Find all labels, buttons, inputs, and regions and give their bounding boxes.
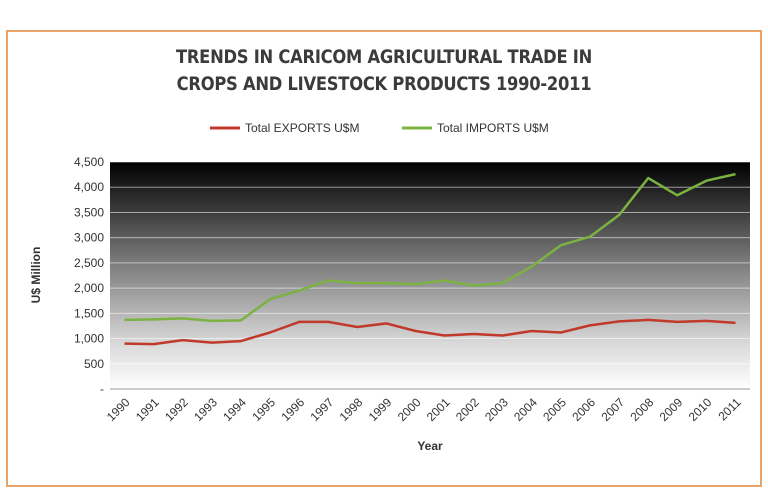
y-tick-label: 1,500 xyxy=(74,306,104,320)
y-tick-label: 2,000 xyxy=(74,281,104,295)
x-tick-label: 1996 xyxy=(278,395,307,424)
x-tick-label: 1991 xyxy=(133,395,162,424)
series-lines xyxy=(124,172,736,346)
y-tick-label: 2,500 xyxy=(74,256,104,270)
chart-title-line-1: TRENDS IN CARICOM AGRICULTURAL TRADE IN xyxy=(175,46,593,68)
y-tick-label: 3,500 xyxy=(74,205,104,219)
y-tick-label: - xyxy=(100,382,104,396)
chart-title-line-2: CROPS AND LIVESTOCK PRODUCTS 1990-2011 xyxy=(176,73,592,95)
x-tick-label: 1999 xyxy=(366,395,395,424)
y-tick-label: 1,000 xyxy=(74,332,104,346)
x-tick-label: 1995 xyxy=(249,395,278,424)
x-tick-label: 1994 xyxy=(220,395,249,424)
x-tick-label: 1993 xyxy=(191,395,220,424)
x-tick-label: 2009 xyxy=(657,395,686,424)
y-tick-label: 3,000 xyxy=(74,231,104,245)
legend-label-imports: Total IMPORTS U$M xyxy=(437,121,549,135)
x-tick-label: 1998 xyxy=(337,395,366,424)
x-tick-label: 2005 xyxy=(540,395,569,424)
x-tick-label: 2004 xyxy=(511,395,540,424)
x-tick-label: 2000 xyxy=(395,395,424,424)
x-tick-label: 2002 xyxy=(453,395,482,424)
x-tick-label: 2003 xyxy=(482,395,511,424)
x-tick-label: 2008 xyxy=(628,395,657,424)
x-tick-label: 2011 xyxy=(715,395,743,423)
x-axis-ticks: 1990 1991 1992 1993 1994 1995 1996 1997 1998 1999… xyxy=(104,395,744,424)
chart-title: TRENDS IN CARICOM AGRICULTURAL TRADE IN … xyxy=(54,44,714,98)
series-line-exports xyxy=(124,318,736,346)
legend: Total EXPORTS U$M Total IMPORTS U$M xyxy=(210,121,549,135)
y-axis-title: U$ Million xyxy=(29,247,43,304)
y-tick-label: 4,500 xyxy=(74,155,104,169)
x-tick-label: 2006 xyxy=(569,395,598,424)
series-line-imports xyxy=(124,172,736,323)
gridlines xyxy=(110,161,750,390)
legend-label-exports: Total EXPORTS U$M xyxy=(245,121,359,135)
plot-area xyxy=(110,162,750,389)
y-axis-ticks: - 500 1,000 1,500 2,000 2,500 3,000 3,500 4,000 4… xyxy=(74,155,104,396)
x-tick-label: 2010 xyxy=(686,395,715,424)
x-tick-label: 1997 xyxy=(308,395,337,424)
x-tick-label: 2007 xyxy=(598,395,627,424)
y-tick-label: 500 xyxy=(84,357,104,371)
x-tick-label: 2001 xyxy=(424,395,453,424)
x-axis-title: Year xyxy=(417,439,443,453)
x-tick-label: 1992 xyxy=(162,395,191,424)
y-tick-label: 4,000 xyxy=(74,180,104,194)
x-tick-label: 1990 xyxy=(104,395,133,424)
